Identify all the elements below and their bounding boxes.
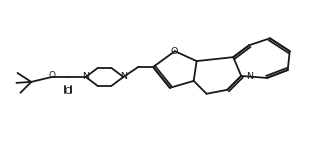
- Text: N: N: [246, 72, 253, 81]
- Text: O: O: [64, 87, 71, 96]
- Text: O: O: [49, 71, 56, 81]
- Text: O: O: [170, 47, 177, 56]
- Text: N: N: [120, 72, 127, 81]
- Text: N: N: [82, 72, 89, 81]
